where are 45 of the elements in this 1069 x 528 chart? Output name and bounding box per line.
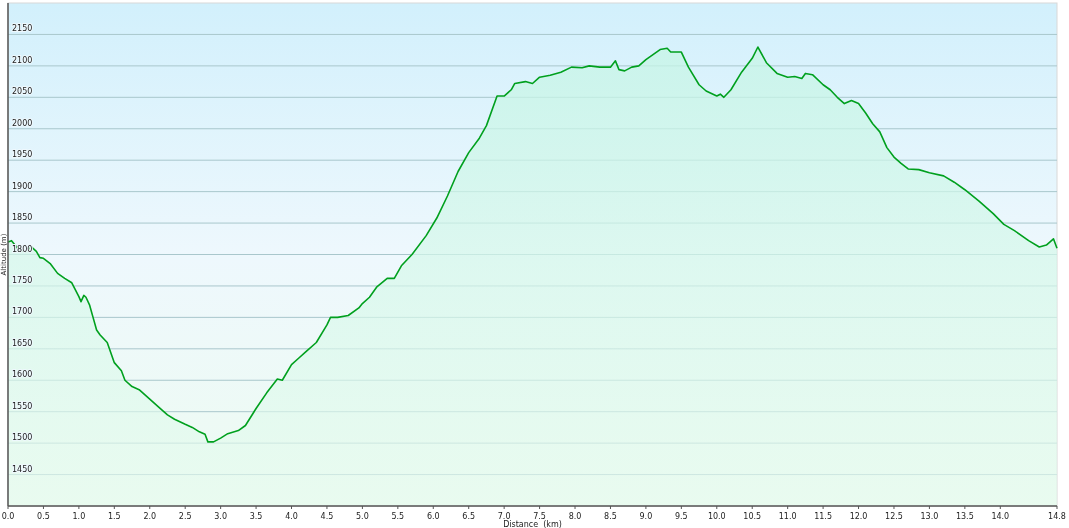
x-tick-label: 0.5 <box>37 512 50 521</box>
y-tick-label: 1600 <box>12 370 33 380</box>
x-tick-label: 14.8 <box>1048 512 1066 521</box>
x-tick-label: 14.0 <box>991 512 1010 521</box>
y-tick-label: 1650 <box>12 338 33 348</box>
y-tick-label: 1950 <box>12 150 33 160</box>
x-tick-label: 8.5 <box>604 512 617 521</box>
x-tick-label: 3.5 <box>249 512 263 521</box>
x-tick-label: 8.0 <box>568 512 582 521</box>
y-tick-label: 2050 <box>12 87 33 97</box>
x-tick-label: 5.5 <box>391 512 405 521</box>
y-tick-label: 1450 <box>12 464 33 474</box>
x-tick-label: 9.5 <box>674 512 688 521</box>
y-tick-label: 1750 <box>12 275 33 285</box>
x-tick-label: 13.0 <box>920 512 939 521</box>
y-tick-label: 1500 <box>12 433 33 443</box>
x-tick-label: 13.5 <box>955 512 974 521</box>
x-tick-label: 4.5 <box>320 512 334 521</box>
x-tick-label: 7.5 <box>533 512 546 521</box>
x-tick-label: 6.5 <box>462 512 476 521</box>
y-tick-label: 2150 <box>12 24 33 34</box>
x-tick-label: 2.0 <box>143 512 157 521</box>
x-tick-label: 0.0 <box>1 512 15 521</box>
x-tick-label: 12.5 <box>885 512 903 521</box>
y-tick-label: 1550 <box>12 401 33 411</box>
x-tick-label: 3.0 <box>214 512 227 521</box>
x-tick-label: 11.5 <box>814 512 833 521</box>
y-tick-label: 1900 <box>12 181 33 191</box>
x-axis-title: Distance (km) <box>503 520 562 528</box>
x-tick-label: 2.5 <box>178 512 192 521</box>
y-tick-label: 2000 <box>12 118 33 128</box>
x-tick-label: 6.0 <box>426 512 440 521</box>
x-tick-label: 9.0 <box>639 512 653 521</box>
x-tick-label: 7.0 <box>497 512 511 521</box>
y-tick-label: 1700 <box>12 307 33 317</box>
x-tick-label: 5.0 <box>356 512 369 521</box>
x-tick-label: 10.5 <box>743 512 762 521</box>
y-tick-label: 1850 <box>12 213 33 223</box>
x-tick-label: 4.0 <box>285 512 298 521</box>
x-tick-label: 1.5 <box>107 512 121 521</box>
y-tick-label: 2100 <box>12 55 33 65</box>
x-tick-label: 10.0 <box>707 512 726 521</box>
x-tick-label: 11.0 <box>778 512 797 521</box>
x-tick-label: 12.0 <box>849 512 868 521</box>
x-tick-label: 1.0 <box>72 512 86 521</box>
